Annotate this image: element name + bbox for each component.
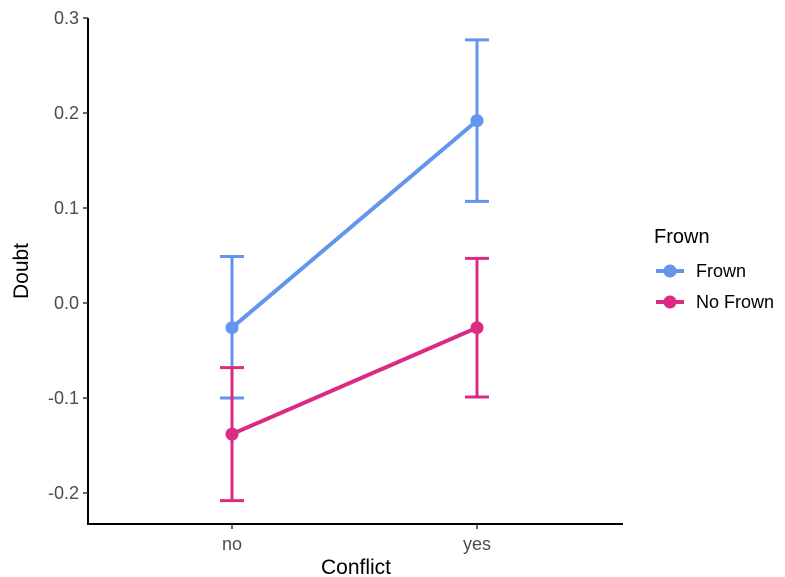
legend-marker bbox=[663, 264, 677, 278]
y-tick-label: 0.1 bbox=[54, 198, 79, 218]
legend-title: Frown bbox=[654, 226, 710, 248]
x-axis-title: Conflict bbox=[321, 556, 391, 577]
legend-item: Frown bbox=[656, 261, 746, 281]
data-point bbox=[470, 114, 484, 128]
y-tick-label: 0.0 bbox=[54, 293, 79, 313]
series-line bbox=[230, 119, 479, 330]
legend-marker bbox=[663, 295, 677, 309]
x-tick-label: no bbox=[222, 534, 242, 554]
data-point bbox=[225, 321, 239, 335]
series-frown bbox=[220, 38, 489, 400]
x-tick-label: yes bbox=[463, 534, 491, 554]
series-line bbox=[231, 325, 478, 436]
y-tick-label: 0.2 bbox=[54, 103, 79, 123]
y-tick-label: -0.1 bbox=[48, 388, 79, 408]
legend-label: Frown bbox=[696, 261, 746, 281]
data-point bbox=[225, 427, 239, 441]
legend-item: No Frown bbox=[656, 292, 774, 312]
series-no-frown bbox=[220, 256, 489, 503]
y-ticks: -0.2 -0.1 0.0 0.1 0.2 0.3 bbox=[48, 8, 88, 503]
series-layer bbox=[220, 38, 489, 503]
y-axis-title: Doubt bbox=[10, 243, 33, 299]
legend-label: No Frown bbox=[696, 292, 774, 312]
x-ticks: no yes bbox=[222, 524, 491, 554]
legend: Frown No Frown bbox=[656, 261, 774, 312]
y-tick-label: 0.3 bbox=[54, 8, 79, 28]
data-point bbox=[470, 321, 484, 335]
y-tick-label: -0.2 bbox=[48, 483, 79, 503]
